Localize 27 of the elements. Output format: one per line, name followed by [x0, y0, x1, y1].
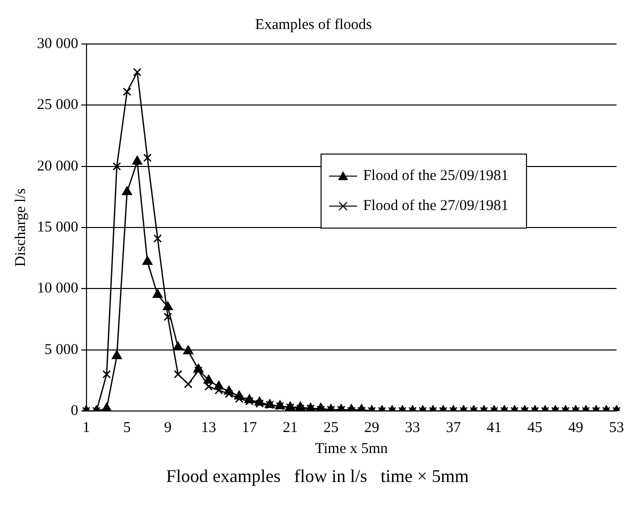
y-tick-label: 0: [70, 402, 78, 419]
x-tick-label: 29: [364, 420, 380, 436]
y-tick-label: 15 000: [37, 219, 78, 236]
legend-label: Flood of the 25/09/1981: [363, 168, 509, 184]
y-tick-label: 5 000: [44, 342, 78, 358]
text: Flood examples flow in l/s time × 5mm: [165, 466, 470, 487]
x-tick-label: 25: [323, 420, 338, 436]
x-tick-label: 33: [405, 420, 420, 436]
legend-label: Flood of the 27/09/1981: [363, 198, 509, 214]
y-tick-label: 20 000: [37, 158, 78, 174]
x-tick-label: 21: [282, 420, 298, 436]
x-tick-label: 49: [568, 420, 584, 436]
x-tick-label: 41: [486, 420, 502, 436]
x-tick-label: 53: [609, 420, 624, 436]
x-tick-label: 17: [242, 420, 258, 436]
x-tick-label: 5: [123, 420, 131, 436]
y-tick-label: 25 000: [37, 97, 78, 114]
x-tick-label: 1: [82, 420, 90, 436]
x-tick-label: 37: [446, 420, 462, 436]
x-axis-title: Time x 5mn: [314, 440, 388, 457]
y-axis-title: Discharge l/s: [12, 188, 29, 267]
x-tick-label: 9: [164, 420, 172, 436]
chart-title: Examples of floods: [255, 16, 372, 33]
y-tick-label: 10 000: [37, 280, 78, 297]
x-tick-label: 13: [201, 420, 216, 436]
x-tick-label: 45: [527, 420, 542, 436]
y-tick-label: 30 000: [37, 36, 78, 52]
